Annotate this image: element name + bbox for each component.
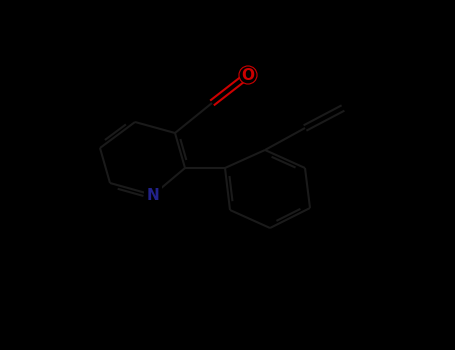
Text: O: O [242, 68, 254, 83]
Text: N: N [147, 188, 159, 203]
